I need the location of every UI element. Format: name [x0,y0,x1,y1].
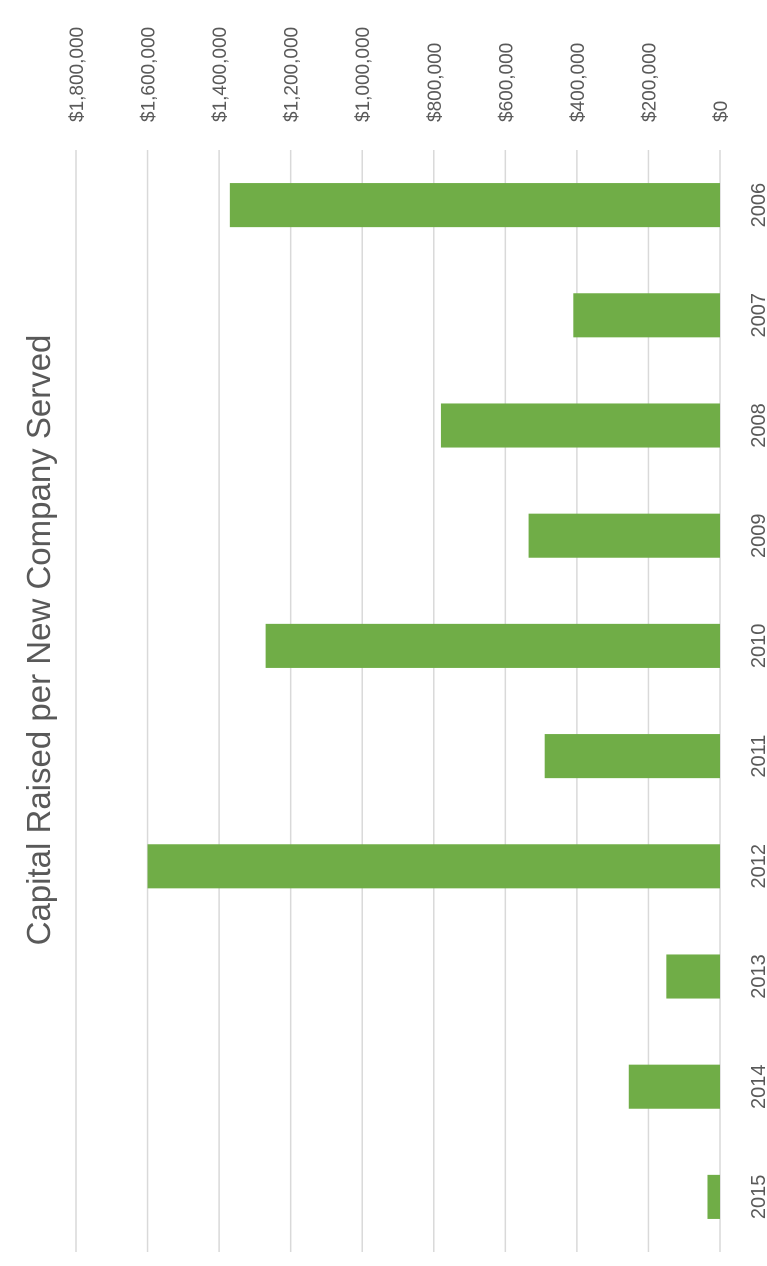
bar [440,403,720,448]
bars [147,183,721,1219]
chart-title: Capital Raised per New Company Served [20,335,57,946]
bar [229,183,720,228]
category-label: 2014 [748,1064,767,1109]
category-label: 2013 [748,954,767,999]
category-label: 2010 [748,624,767,669]
bar [265,623,720,668]
value-tick-label: $1,800,000 [67,27,88,122]
value-tick-label: $400,000 [568,43,589,122]
value-tick-label: $1,200,000 [282,27,303,122]
value-tick-label: $1,000,000 [353,27,374,122]
category-label: 2015 [748,1175,767,1220]
category-label: 2008 [748,403,767,448]
category-axis: 2006 2007 2008 2009 2010 2011 2012 2013 2014 2015 [748,183,767,1219]
bar [573,293,720,338]
category-label: 2007 [748,293,767,338]
bar [666,954,720,999]
bar [628,1064,720,1109]
category-label: 2006 [748,183,767,228]
value-tick-label: $0 [711,101,732,122]
bar [528,513,720,558]
category-label: 2009 [748,513,767,558]
value-axis: $0 $200,000 $400,000 $600,000 $800,000 $1,000… [67,27,732,122]
value-tick-label: $200,000 [639,43,660,122]
value-tick-label: $1,600,000 [139,27,160,122]
value-tick-label: $600,000 [496,43,517,122]
category-label: 2011 [748,735,767,778]
category-label: 2012 [748,844,767,889]
bar [707,1174,720,1219]
value-tick-label: $800,000 [425,43,446,122]
bar [544,734,720,779]
value-tick-label: $1,400,000 [210,27,231,122]
bar [147,844,721,889]
